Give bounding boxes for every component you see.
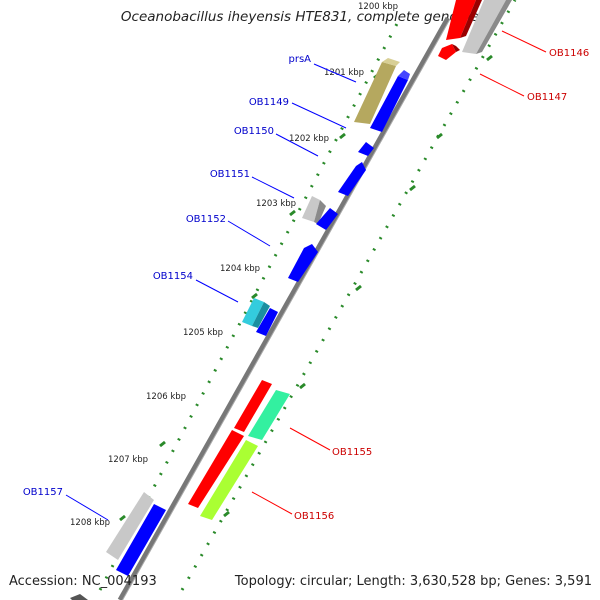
- major-tick: [251, 292, 258, 300]
- block-side: [452, 44, 460, 52]
- major-ticks: [119, 54, 493, 522]
- right-gene-labels: OB1146 OB1147 OB1155 OB1156: [294, 48, 589, 522]
- kbp-label: 1202 kbp: [289, 134, 329, 144]
- major-tick: [223, 510, 230, 518]
- block-top: [398, 70, 410, 80]
- block-side: [70, 594, 88, 600]
- reverse-cds-block: [234, 380, 272, 432]
- olive-block: [354, 62, 396, 124]
- connector-line: [251, 176, 295, 199]
- gene-OB1157-block[interactable]: [70, 492, 166, 600]
- genome-backbone: [117, 16, 451, 600]
- connector-line: [65, 494, 109, 521]
- kbp-label: 1203 kbp: [256, 199, 296, 209]
- forward-cds-block: [316, 208, 338, 230]
- teal-block: [248, 390, 290, 440]
- connector-line: [195, 279, 239, 303]
- major-tick: [119, 514, 126, 522]
- topology-text: Topology: circular; Length: 3,630,528 bp…: [234, 574, 592, 589]
- kbp-label: 1208 kbp: [70, 518, 110, 528]
- gene-OB1146-block[interactable]: [446, 0, 482, 40]
- major-tick: [486, 54, 493, 62]
- block-side: [314, 200, 326, 224]
- forward-cds-block: [116, 504, 166, 576]
- right-label-connectors: [251, 30, 547, 515]
- grey-block: [302, 196, 320, 222]
- gene-label-OB1150[interactable]: OB1150: [234, 126, 274, 137]
- connector-line: [501, 30, 547, 53]
- forward-cds-block: [338, 162, 366, 196]
- gene-OB1156-block[interactable]: [188, 430, 258, 520]
- lime-block: [200, 440, 258, 520]
- cyan-block: [242, 298, 264, 326]
- gene-OB1151-block[interactable]: [302, 196, 338, 230]
- forward-cds-block: [370, 76, 408, 132]
- connector-line: [227, 220, 271, 247]
- block-side: [252, 302, 270, 328]
- gene-label-OB1149[interactable]: OB1149: [249, 97, 289, 108]
- major-tick: [339, 132, 346, 140]
- map-title: Oceanobacillus iheyensis HTE831, complet…: [120, 9, 480, 25]
- major-tick: [299, 382, 306, 390]
- kbp-label: 1200 kbp: [358, 2, 398, 12]
- connector-line: [275, 133, 319, 157]
- block-side: [460, 0, 482, 38]
- gene-prsA-block[interactable]: [354, 58, 400, 124]
- connector-line: [251, 491, 293, 515]
- gene-OB1150-block[interactable]: [338, 142, 374, 196]
- inner-tick-ring: [180, 0, 517, 591]
- block-side: [476, 0, 512, 54]
- gene-label-OB1154[interactable]: OB1154: [153, 271, 193, 282]
- major-tick: [409, 184, 416, 192]
- gene-OB1154-block[interactable]: [242, 298, 278, 336]
- gene-label-prsA[interactable]: prsA: [288, 54, 311, 65]
- major-tick: [289, 209, 296, 217]
- gene-label-OB1152[interactable]: OB1152: [186, 214, 226, 225]
- connector-line: [313, 63, 357, 83]
- left-gene-labels: prsA OB1149 OB1150 OB1151 OB1152 OB1154 …: [23, 54, 311, 498]
- gene-OB1155-block[interactable]: [234, 380, 290, 440]
- major-tick: [355, 284, 362, 292]
- kbp-label: 1205 kbp: [183, 328, 223, 338]
- kbp-label: 1204 kbp: [220, 264, 260, 274]
- gene-label-OB1147[interactable]: OB1147: [527, 92, 567, 103]
- gene-OB1152-block[interactable]: [288, 244, 318, 282]
- major-tick: [159, 440, 166, 448]
- kbp-label: 1207 kbp: [108, 455, 148, 465]
- connector-line: [291, 102, 347, 129]
- gene-OB1149-block[interactable]: [370, 70, 410, 132]
- reverse-cds-block: [446, 0, 476, 40]
- accession-text: Accession: NC_004193: [9, 574, 157, 589]
- block-top: [382, 58, 400, 66]
- backbone-highlight: [121, 18, 451, 600]
- grey-feature-top[interactable]: [462, 0, 512, 54]
- left-label-connectors: [65, 63, 357, 521]
- reverse-cds-block: [188, 430, 244, 508]
- kbp-label: 1201 kbp: [324, 68, 364, 78]
- kbp-label: 1206 kbp: [146, 392, 186, 402]
- kbp-labels: 1200 kbp 1201 kbp 1202 kbp 1203 kbp 1204…: [70, 2, 398, 528]
- forward-cds-block: [288, 244, 318, 282]
- gene-OB1147-block[interactable]: [438, 44, 460, 60]
- gene-label-OB1155[interactable]: OB1155: [332, 447, 372, 458]
- reverse-cds-block: [438, 44, 456, 60]
- gene-label-OB1157[interactable]: OB1157: [23, 487, 63, 498]
- major-tick: [436, 132, 443, 140]
- forward-cds-block: [256, 308, 278, 336]
- connector-line: [479, 73, 525, 97]
- gene-label-OB1146[interactable]: OB1146: [549, 48, 589, 59]
- gene-label-OB1151[interactable]: OB1151: [210, 169, 250, 180]
- grey-block: [106, 492, 154, 560]
- forward-cds-block: [358, 142, 374, 156]
- grey-block: [462, 0, 506, 54]
- connector-line: [289, 427, 331, 451]
- gene-label-OB1156[interactable]: OB1156: [294, 511, 334, 522]
